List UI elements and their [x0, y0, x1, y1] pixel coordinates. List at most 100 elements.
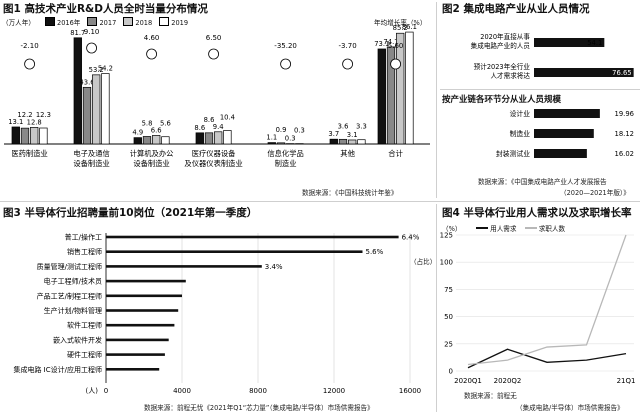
fig2-bar-value: 54.1	[587, 39, 602, 47]
divider-horizontal	[0, 201, 640, 202]
fig1-bar-value: 3.7	[328, 130, 339, 138]
fig3-bar	[106, 294, 182, 298]
fig3-x-tick: 4000	[173, 387, 191, 395]
fig2-segment-label: 制造业	[510, 129, 531, 138]
fig1-category-label: 制造业	[275, 159, 297, 168]
fig2-bar-label: 预计2023年全行业	[474, 62, 531, 71]
fig1-growth-value: 4.60	[144, 34, 160, 42]
fig1-category-label: 电子及通信	[73, 149, 109, 158]
fig2-bar-label: 集成电路产业的人员	[471, 41, 531, 50]
fig3-share-value: 3.4%	[265, 263, 283, 271]
fig1-bar	[152, 135, 161, 145]
fig1-growth-value: 9.10	[84, 28, 100, 36]
fig2-bar-label: 2020年直接从事	[480, 32, 530, 41]
fig1-legend-2016: 2016年	[57, 19, 81, 27]
fig1-bar-value: 12.3	[36, 111, 51, 119]
fig1-category-label: 设备制造业	[73, 159, 109, 168]
fig2-segment-bar	[534, 109, 600, 118]
fig1-category-label: 医疗仪器设备	[192, 149, 236, 158]
fig1-bar-value: 53.2	[89, 66, 104, 74]
fig4-panel: 图4 半导体行业用人需求以及求职增长率 （%） 用人需求 求职人数 0 25 50 7…	[438, 203, 640, 415]
fig2-segment-value: 19.96	[615, 110, 634, 118]
fig1-category-label: 及仪器仪表制造业	[184, 159, 242, 168]
fig1-growth-value: 6.50	[206, 34, 222, 42]
fig3-share-value: 6.4%	[402, 234, 420, 242]
fig3-source: 数据来源：前程无忧《2021年Q1“芯力量”（集成电路/半导体）市场供需报告》	[144, 404, 374, 412]
fig1-bar-value: 0.3	[285, 135, 296, 143]
fig1-category-label: 合计	[388, 149, 403, 158]
fig1-bar	[39, 127, 48, 145]
fig3-bar	[106, 353, 165, 356]
fig3-x-unit: (人)	[86, 387, 99, 395]
fig1-growth-marker	[24, 58, 36, 70]
divider-vertical-top	[436, 2, 437, 198]
fig1-bar	[73, 37, 82, 145]
fig1-bar	[223, 130, 232, 145]
fig1-bar-value: 86.1	[402, 23, 417, 31]
fig1-growth-value: 5.60	[388, 42, 404, 50]
fig1-growth-marker	[342, 58, 354, 70]
fig1-growth-marker	[390, 58, 402, 70]
fig4-chart: 0 25 50 75 100 125 2020Q1 2020Q2 21Q1	[440, 232, 636, 386]
fig1-category-label: 信息化学品	[267, 149, 303, 158]
fig1-growth-marker	[146, 48, 158, 60]
fig3-bar	[106, 235, 399, 239]
fig3-bar	[106, 323, 175, 327]
fig1-bar-value: 0.9	[276, 126, 287, 134]
fig4-legend-demand: 用人需求	[490, 225, 517, 233]
divider-vertical-bottom	[436, 204, 437, 412]
fig2-divider	[440, 89, 640, 90]
fig1-legend-2019: 2019	[171, 19, 189, 27]
fig1-category-label: 其他	[340, 149, 355, 158]
fig1-bar-value: 8.6	[194, 124, 205, 132]
fig2-section-title: 按产业链各环节分从业人员规模	[442, 95, 562, 105]
fig3-bar	[106, 309, 179, 312]
fig1-bar	[386, 46, 396, 145]
fig1-title: 图1 高技术产业R&D人员全时当量分布情况	[3, 3, 208, 15]
fig1-legend-2017: 2017	[99, 19, 117, 27]
fig1-bar-value: 12.2	[17, 111, 32, 119]
fig3-share-value: 5.6%	[366, 248, 384, 256]
fig3-category-label: 质量管理/测试工程师	[37, 262, 102, 271]
fig1-growth-value: -35.20	[274, 42, 297, 50]
fig2-source-2: （2020—2021年版）》	[560, 189, 630, 197]
fig1-bar	[204, 132, 214, 145]
fig1-growth-marker	[280, 58, 292, 70]
fig3-category-label: 电子工程师/技术员	[44, 277, 102, 286]
fig1-bar-value: 85.2	[393, 24, 408, 32]
fig3-category-label: 普工/操作工	[65, 233, 102, 242]
fig4-legend: 用人需求 求职人数	[476, 223, 565, 233]
fig1-bar-value: 6.6	[151, 126, 162, 134]
fig4-source-2: （集成电路/半导体）市场供需报告》	[516, 404, 624, 412]
fig3-category-label: 销售工程师	[67, 247, 102, 256]
fig3-category-label: 生产计划/物料管理	[44, 306, 102, 315]
fig1-bar	[214, 131, 223, 145]
fig1-bar-value: 3.3	[356, 123, 367, 131]
fig1-bar	[276, 142, 286, 145]
fig3-bar	[106, 368, 160, 371]
fig1-bar	[92, 74, 101, 145]
fig2-segment-bar	[534, 149, 587, 158]
fig1-bar-value: 43.6	[79, 78, 94, 86]
fig1-source: 数据来源：《中国科技统计年鉴》	[302, 189, 398, 197]
fig1-bar	[20, 127, 30, 145]
fig1-bar	[142, 136, 152, 145]
fig1-bar	[396, 32, 405, 145]
fig1-legend: 2016年 2017 2018 2019	[40, 17, 188, 27]
fig4-x-tick: 21Q1	[617, 377, 636, 385]
fig1-bar-value: 5.8	[142, 119, 153, 127]
fig1-bar-value: 12.8	[27, 118, 42, 126]
fig4-legend-seekers: 求职人数	[538, 225, 566, 233]
fig4-y-tick: 125	[440, 232, 453, 240]
fig1-bar-value: 54.2	[98, 65, 113, 73]
fig1-legend-2018: 2018	[135, 19, 153, 27]
fig3-bar	[106, 265, 262, 268]
fig1-bar	[338, 138, 348, 145]
fig3-x-tick: 0	[104, 387, 108, 395]
fig1-category-label: 设备制造业	[133, 159, 169, 168]
fig1-bar	[377, 48, 386, 145]
fig1-bar	[30, 127, 39, 145]
fig3-x-tick: 12000	[323, 387, 345, 395]
fig1-panel: 图1 高技术产业R&D人员全时当量分布情况 （万人年） 2016年 2017 2…	[0, 0, 432, 200]
fig2-segment-value: 16.02	[615, 150, 634, 158]
